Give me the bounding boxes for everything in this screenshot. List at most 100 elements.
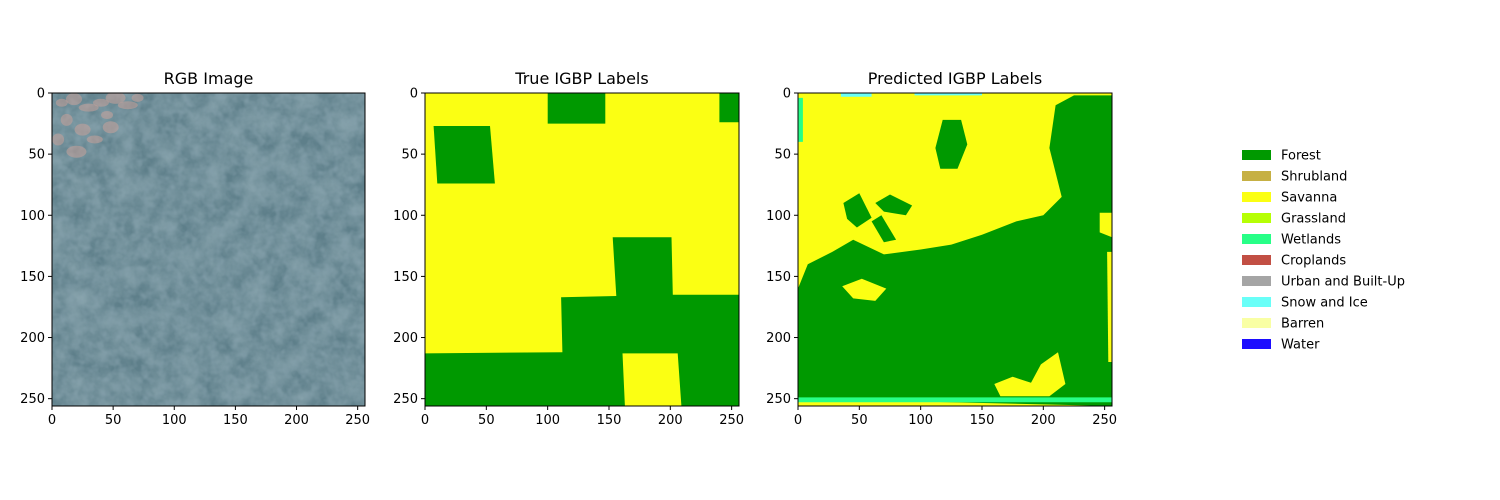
x-axis: 0 50 100 150 200 250 (421, 406, 744, 428)
y-tick-label: 0 (410, 87, 418, 102)
legend-swatch (1242, 318, 1271, 328)
y-tick-label: 0 (783, 87, 791, 102)
y-tick-label: 100 (20, 209, 45, 224)
x-axis: 0 50 100 150 200 250 (48, 406, 370, 428)
true-labels-panel: True IGBP Labels 0 50 100 150 200 250 0 50 100 1… (393, 69, 744, 428)
y-tick-label: 250 (393, 392, 418, 407)
image-highlight (55, 98, 68, 107)
y-axis: 0 50 100 150 200 250 (766, 87, 798, 407)
x-tick-label: 200 (1031, 413, 1056, 428)
image-highlight (60, 113, 73, 126)
image-speckle (52, 93, 365, 406)
legend-label: Barren (1281, 317, 1324, 332)
legend-label: Water (1281, 338, 1320, 353)
x-axis: 0 50 100 150 200 250 (794, 406, 1117, 428)
legend: Forest Shrubland Savanna Grassland Wetlands C… (1242, 149, 1405, 353)
x-tick-label: 250 (345, 413, 370, 428)
image-highlight (66, 93, 83, 106)
image-highlight (117, 101, 138, 110)
class-region-forest (843, 193, 872, 228)
image-highlight (74, 123, 91, 136)
panel-title: Predicted IGBP Labels (868, 69, 1043, 88)
legend-swatch (1242, 255, 1271, 265)
y-tick-label: 200 (766, 331, 791, 346)
y-tick-label: 150 (393, 270, 418, 285)
x-tick-label: 50 (851, 413, 868, 428)
x-tick-label: 150 (970, 413, 995, 428)
class-region-savanna (842, 278, 887, 301)
legend-swatch (1242, 234, 1271, 244)
class-region-forest (875, 194, 913, 216)
image-highlight (131, 93, 144, 102)
image-highlight (86, 135, 103, 144)
class-region-forest (719, 93, 739, 123)
class-region-snow-and-ice (840, 93, 872, 97)
rgb-image-panel: RGB Image 0 50 100 150 200 250 0 50 100 150 200 25… (20, 69, 370, 428)
x-tick-label: 250 (719, 413, 744, 428)
y-axis: 0 50 100 150 200 250 (20, 87, 52, 407)
legend-label: Shrubland (1281, 170, 1347, 185)
x-tick-label: 150 (223, 413, 248, 428)
legend-swatch (1242, 276, 1271, 286)
panel-title: True IGBP Labels (514, 69, 648, 88)
axes-frame (797, 92, 1113, 407)
y-tick-label: 150 (766, 270, 791, 285)
y-tick-label: 200 (393, 331, 418, 346)
label-map (798, 93, 1112, 406)
class-region-wetlands (798, 397, 1112, 403)
heatmap-image (52, 93, 365, 406)
class-region-savanna (1107, 251, 1112, 362)
x-tick-label: 150 (597, 413, 622, 428)
image-highlight (78, 103, 99, 112)
image-highlight (52, 133, 65, 146)
y-tick-label: 50 (774, 148, 791, 163)
class-region-savanna (1099, 212, 1112, 238)
y-tick-label: 100 (393, 209, 418, 224)
legend-label: Forest (1281, 149, 1321, 164)
predicted-labels-panel: Predicted IGBP Labels 0 50 100 150 200 250 0 5… (766, 69, 1117, 428)
class-region-snow-and-ice (914, 93, 982, 96)
legend-label: Grassland (1281, 212, 1346, 227)
axes-frame (424, 92, 740, 407)
class-region-forest (935, 119, 968, 169)
x-tick-label: 200 (284, 413, 309, 428)
panel-title: RGB Image (164, 69, 254, 88)
class-region-forest (433, 126, 495, 184)
y-tick-label: 100 (766, 209, 791, 224)
x-tick-label: 0 (421, 413, 429, 428)
class-region-forest (798, 95, 1112, 406)
image-highlights (52, 93, 144, 158)
legend-label: Savanna (1281, 191, 1337, 206)
y-tick-label: 150 (20, 270, 45, 285)
legend-label: Urban and Built-Up (1281, 275, 1405, 290)
x-tick-label: 200 (658, 413, 683, 428)
y-tick-label: 0 (37, 87, 45, 102)
legend-swatch (1242, 192, 1271, 202)
legend-swatch (1242, 150, 1271, 160)
y-axis: 0 50 100 150 200 250 (393, 87, 425, 407)
image-highlight (66, 145, 87, 158)
x-tick-label: 100 (908, 413, 933, 428)
legend-swatch (1242, 213, 1271, 223)
class-region-forest (425, 237, 739, 406)
legend-swatch (1242, 339, 1271, 349)
image-highlight (101, 111, 114, 120)
image-highlight (105, 93, 126, 104)
legend-swatch (1242, 171, 1271, 181)
y-tick-label: 250 (766, 392, 791, 407)
legend-swatch (1242, 297, 1271, 307)
y-tick-label: 200 (20, 331, 45, 346)
x-tick-label: 0 (48, 413, 56, 428)
image-highlight (102, 121, 119, 134)
y-tick-label: 50 (401, 148, 418, 163)
legend-label: Croplands (1281, 254, 1346, 269)
x-tick-label: 50 (105, 413, 122, 428)
y-tick-label: 50 (28, 148, 45, 163)
x-tick-label: 250 (1092, 413, 1117, 428)
image-highlight (92, 98, 109, 107)
class-region-wetlands (798, 97, 803, 142)
axes-frame (51, 92, 366, 407)
class-region-forest (547, 93, 606, 124)
x-tick-label: 100 (162, 413, 187, 428)
label-map (425, 93, 739, 406)
